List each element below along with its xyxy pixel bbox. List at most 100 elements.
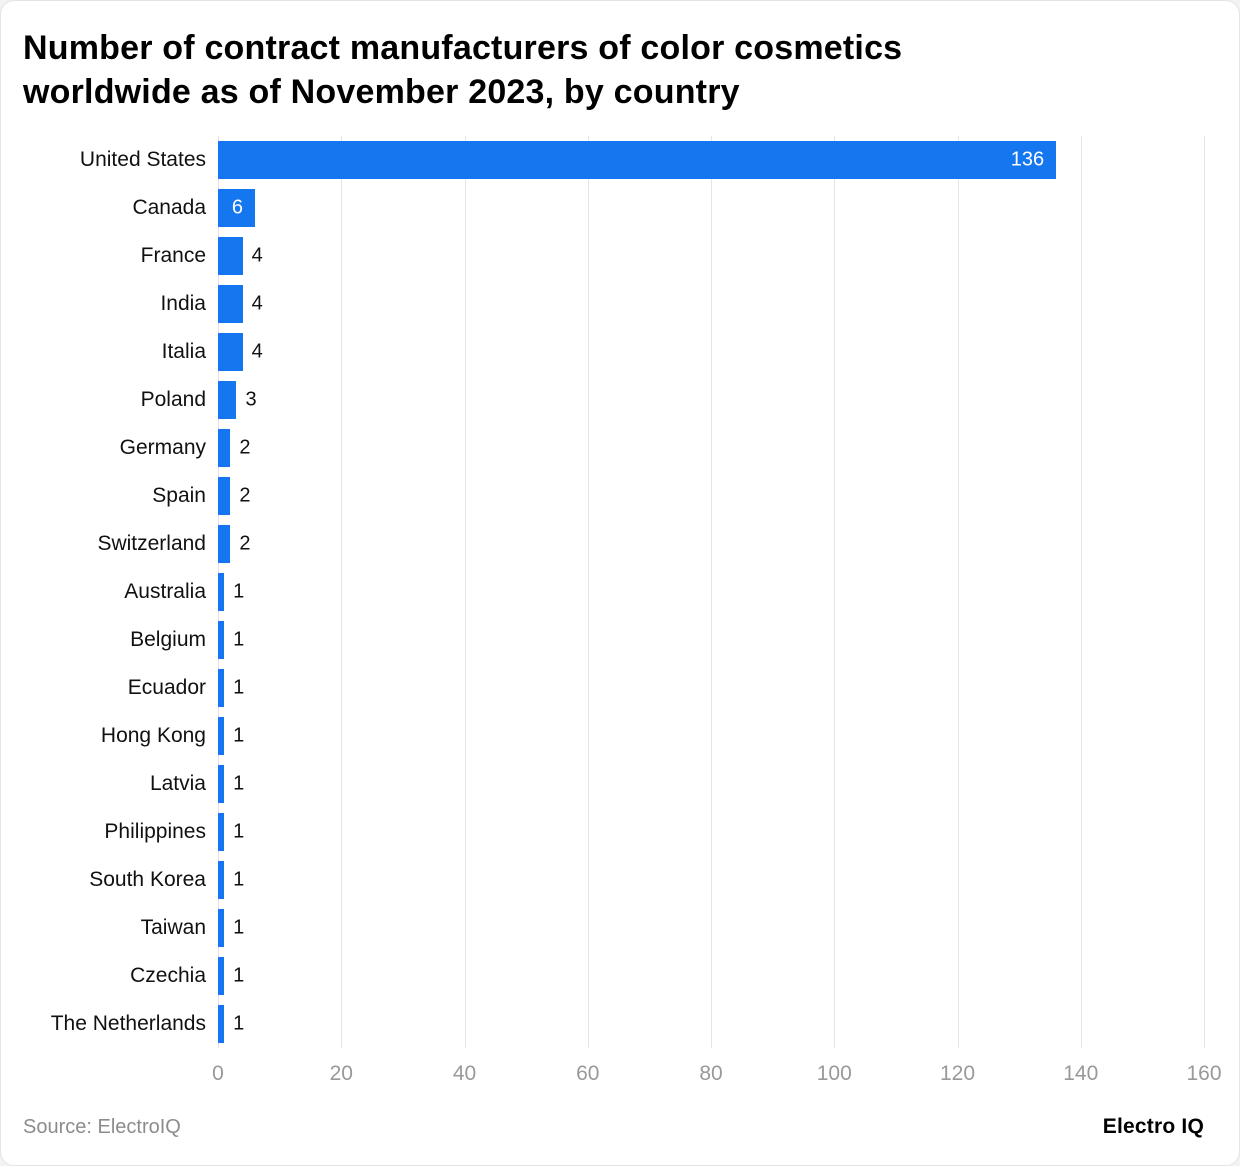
bar-track: 3 (218, 381, 1204, 420)
source-text: Source: ElectroIQ (23, 1115, 181, 1138)
footer: Source: ElectroIQ Electro IQ (1, 1103, 1239, 1165)
bar (218, 669, 225, 708)
value-label: 1 (233, 676, 245, 699)
x-axis-ticks: 0 20 40 60 80 100 120 140 160 (212, 1048, 1221, 1094)
x-tick-label: 100 (816, 1062, 852, 1086)
bar (218, 1005, 225, 1044)
category-label: Poland (140, 388, 206, 412)
category-label: South Korea (89, 868, 206, 892)
value-label: 4 (251, 340, 263, 363)
bar-track: 4 (218, 285, 1204, 324)
category-label: Philippines (104, 820, 206, 844)
bar-track: 1 (218, 1005, 1204, 1044)
chart-row: South Korea 1 (23, 856, 1204, 904)
bar-track: 2 (218, 429, 1204, 468)
chart-row: United States 136 (23, 136, 1204, 184)
value-label: 1 (233, 820, 245, 843)
value-label: 1 (233, 1012, 245, 1035)
chart-row: The Netherlands 1 (23, 1000, 1204, 1048)
gridline (957, 136, 959, 1049)
chart-row: Germany 2 (23, 424, 1204, 472)
category-label: Italia (161, 340, 206, 364)
x-tick-label: 80 (699, 1062, 723, 1086)
category-label: France (140, 244, 206, 268)
value-label: 1 (233, 964, 245, 987)
category-label: Australia (124, 580, 206, 604)
bar (218, 765, 225, 804)
category-label: Canada (132, 196, 206, 220)
value-label: 136 (1010, 148, 1045, 171)
chart-title: Number of contract manufacturers of colo… (23, 29, 903, 111)
chart-row: France 4 (23, 232, 1204, 280)
category-label: Spain (152, 484, 206, 508)
gridline (1080, 136, 1082, 1049)
bar-track: 4 (218, 333, 1204, 372)
category-label: Belgium (130, 628, 206, 652)
chart-row: Czechia 1 (23, 952, 1204, 1000)
chart-row: Philippines 1 (23, 808, 1204, 856)
category-label: United States (79, 148, 206, 172)
bar-track: 1 (218, 909, 1204, 948)
value-label: 1 (233, 628, 245, 651)
bar: 6 (218, 189, 255, 228)
bar-track: 1 (218, 573, 1204, 612)
bar-track: 1 (218, 861, 1204, 900)
value-label: 2 (239, 436, 251, 459)
value-label: 2 (239, 484, 251, 507)
bar-track: 4 (218, 237, 1204, 276)
bar-track: 6 (218, 189, 1204, 228)
value-label: 1 (233, 772, 245, 795)
category-label: India (160, 292, 206, 316)
bar-track: 1 (218, 813, 1204, 852)
value-label: 1 (233, 580, 245, 603)
value-label: 1 (233, 868, 245, 891)
bar-track: 1 (218, 765, 1204, 804)
chart-rows: United States 136 Canada 6 France 4 India 4 Ital… (23, 136, 1204, 1048)
chart-row: Taiwan 1 (23, 904, 1204, 952)
bar-track: 1 (218, 669, 1204, 708)
value-label: 1 (233, 916, 245, 939)
x-axis: 0 20 40 60 80 100 120 140 160 (23, 1048, 1221, 1094)
gridline (464, 136, 466, 1049)
chart-row: Poland 3 (23, 376, 1204, 424)
bar-track: 1 (218, 621, 1204, 660)
value-label: 1 (233, 724, 245, 747)
category-label: Czechia (130, 964, 206, 988)
chart-row: Switzerland 2 (23, 520, 1204, 568)
chart-row: India 4 (23, 280, 1204, 328)
bar (218, 525, 231, 564)
gridline (341, 136, 343, 1049)
bar (218, 477, 231, 516)
gridline (1204, 136, 1205, 1049)
chart-row: Spain 2 (23, 472, 1204, 520)
chart-row: Belgium 1 (23, 616, 1204, 664)
bar (218, 429, 231, 468)
bar (218, 861, 225, 900)
bar (218, 717, 225, 756)
category-label: Switzerland (97, 532, 206, 556)
chart-row: Canada 6 (23, 184, 1204, 232)
bar (218, 333, 243, 372)
value-label: 2 (239, 532, 251, 555)
bar (218, 573, 225, 612)
gridline (834, 136, 836, 1049)
bar (218, 813, 225, 852)
chart-row: Ecuador 1 (23, 664, 1204, 712)
x-tick-label: 0 (212, 1062, 224, 1086)
bar-track: 136 (218, 141, 1204, 180)
bar-track: 1 (218, 957, 1204, 996)
x-tick-label: 20 (329, 1062, 353, 1086)
bar-track: 2 (218, 525, 1204, 564)
x-tick-label: 120 (939, 1062, 976, 1086)
x-tick-label: 40 (452, 1062, 477, 1086)
gridline (587, 136, 589, 1049)
x-tick-label: 140 (1063, 1062, 1099, 1086)
bar: 136 (218, 141, 1057, 180)
value-label: 3 (245, 388, 257, 411)
bar-track: 1 (218, 717, 1204, 756)
bar (218, 621, 225, 660)
bar-track: 2 (218, 477, 1204, 516)
bar (218, 381, 237, 420)
category-label: Taiwan (140, 916, 206, 940)
